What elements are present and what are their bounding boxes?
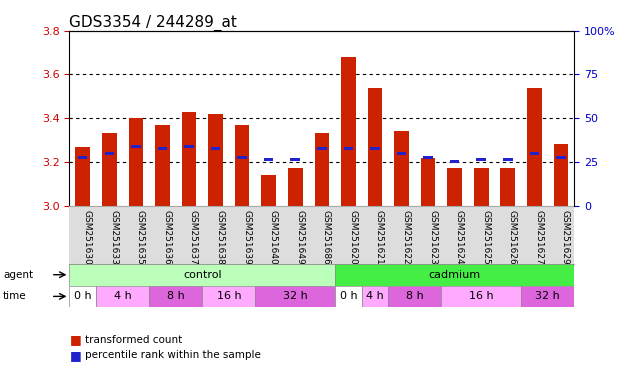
Bar	[450, 161, 459, 163]
Text: GSM251623: GSM251623	[428, 210, 437, 265]
Bar	[370, 147, 380, 150]
Text: cadmium: cadmium	[428, 270, 481, 280]
Bar	[75, 147, 90, 205]
Bar	[423, 156, 433, 159]
Text: GSM251686: GSM251686	[322, 210, 331, 265]
Bar	[314, 134, 329, 205]
Bar	[290, 158, 300, 161]
Text: GSM251637: GSM251637	[189, 210, 198, 265]
Text: 16 h: 16 h	[216, 291, 241, 301]
Bar	[556, 156, 565, 159]
Bar	[529, 152, 539, 154]
Text: GSM251639: GSM251639	[242, 210, 251, 265]
Text: GSM251630: GSM251630	[83, 210, 91, 265]
Bar	[129, 118, 143, 205]
Text: 16 h: 16 h	[469, 291, 493, 301]
Bar	[474, 169, 488, 205]
Bar	[105, 152, 114, 154]
Bar	[131, 145, 141, 148]
Bar	[397, 152, 406, 154]
Text: GSM251635: GSM251635	[136, 210, 145, 265]
Text: GSM251624: GSM251624	[455, 210, 464, 265]
Text: GSM251627: GSM251627	[534, 210, 543, 265]
Bar	[341, 57, 356, 205]
Bar	[447, 169, 462, 205]
Text: 4 h: 4 h	[114, 291, 131, 301]
Text: 32 h: 32 h	[535, 291, 560, 301]
Text: 8 h: 8 h	[167, 291, 184, 301]
Bar	[553, 144, 569, 205]
Bar	[261, 175, 276, 205]
Text: agent: agent	[3, 270, 33, 280]
Text: time: time	[3, 291, 27, 301]
Bar	[441, 286, 521, 307]
Text: GSM251625: GSM251625	[481, 210, 490, 265]
Text: 32 h: 32 h	[283, 291, 308, 301]
Text: GSM251626: GSM251626	[508, 210, 517, 265]
Bar	[155, 125, 170, 205]
Text: transformed count: transformed count	[85, 335, 182, 345]
Bar	[421, 157, 435, 205]
Bar	[96, 286, 149, 307]
Bar	[69, 286, 96, 307]
Text: GSM251636: GSM251636	[162, 210, 172, 265]
Bar	[317, 147, 327, 150]
Bar	[521, 286, 574, 307]
Text: ■: ■	[69, 333, 81, 346]
Text: 4 h: 4 h	[366, 291, 384, 301]
Bar	[344, 147, 353, 150]
Bar	[288, 169, 302, 205]
Bar	[208, 114, 223, 205]
Bar	[203, 286, 256, 307]
Text: GSM251638: GSM251638	[216, 210, 225, 265]
Bar	[235, 125, 249, 205]
Text: GSM251640: GSM251640	[269, 210, 278, 265]
Bar	[394, 131, 409, 205]
Text: GSM251633: GSM251633	[109, 210, 118, 265]
Bar	[237, 156, 247, 159]
Text: percentile rank within the sample: percentile rank within the sample	[85, 350, 261, 360]
Bar	[500, 169, 515, 205]
Text: 8 h: 8 h	[406, 291, 423, 301]
Text: 0 h: 0 h	[339, 291, 357, 301]
Text: GDS3354 / 244289_at: GDS3354 / 244289_at	[69, 15, 237, 31]
Text: 0 h: 0 h	[74, 291, 91, 301]
Bar	[264, 158, 273, 161]
Text: GSM251622: GSM251622	[401, 210, 411, 265]
Bar	[211, 147, 220, 150]
Text: GSM251629: GSM251629	[561, 210, 570, 265]
Bar	[503, 158, 512, 161]
Bar	[182, 112, 196, 205]
Text: control: control	[183, 270, 221, 280]
Bar	[256, 286, 335, 307]
Bar	[527, 88, 541, 205]
Text: GSM251621: GSM251621	[375, 210, 384, 265]
Text: GSM251620: GSM251620	[348, 210, 357, 265]
Bar	[184, 145, 194, 148]
Bar	[388, 286, 441, 307]
Bar	[149, 286, 203, 307]
Bar	[69, 264, 335, 286]
Bar	[476, 158, 486, 161]
Bar	[78, 156, 88, 159]
Bar	[102, 134, 117, 205]
Bar	[158, 147, 167, 150]
Bar	[362, 286, 388, 307]
Bar	[368, 88, 382, 205]
Bar	[335, 286, 362, 307]
Text: GSM251649: GSM251649	[295, 210, 304, 265]
Bar	[335, 264, 574, 286]
Text: ■: ■	[69, 349, 81, 362]
